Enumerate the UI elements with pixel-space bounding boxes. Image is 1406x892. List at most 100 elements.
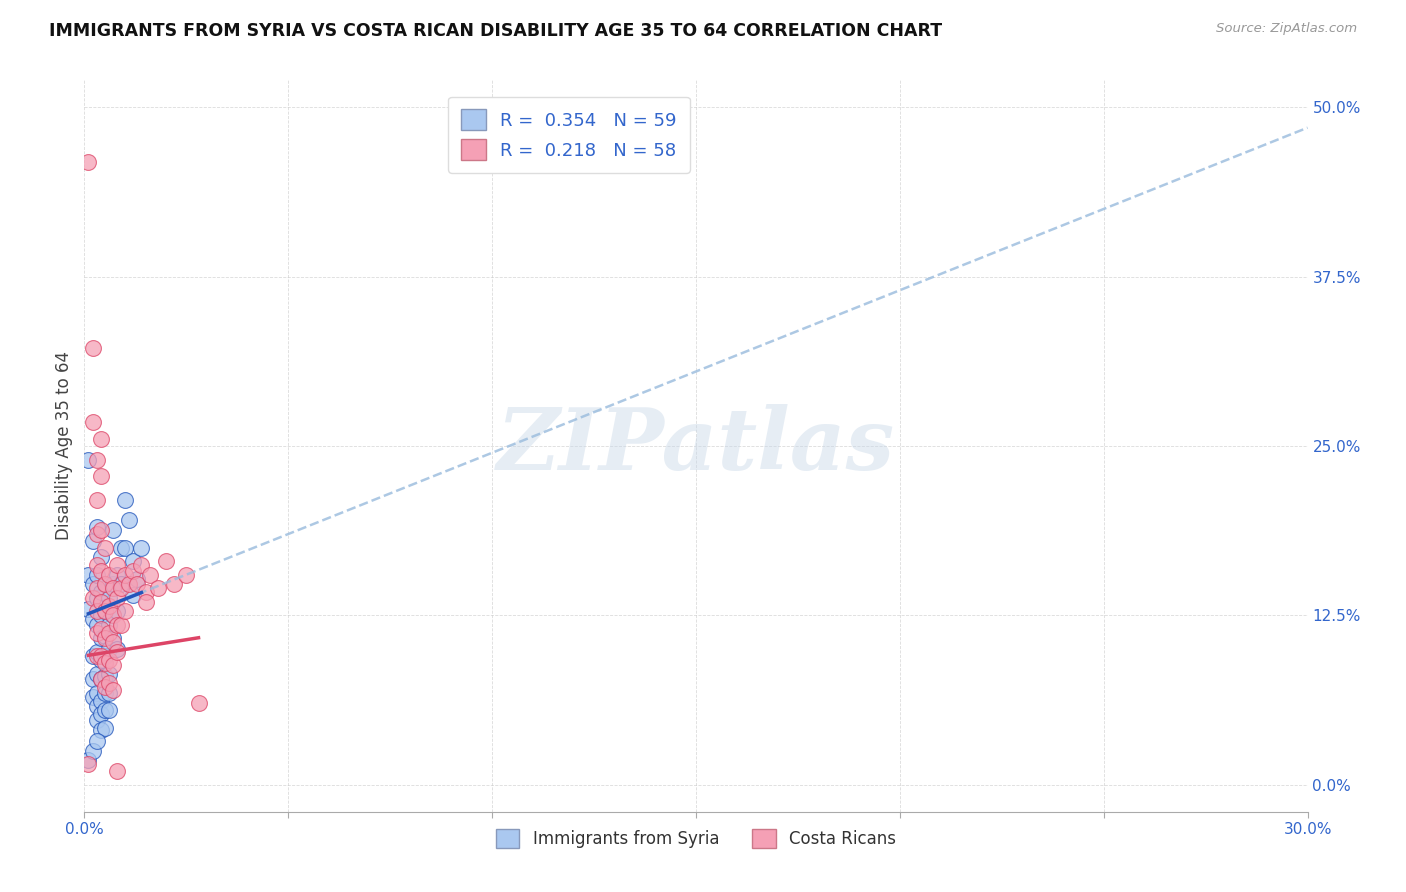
Point xyxy=(77,154,100,169)
Point xyxy=(97,642,120,657)
Point xyxy=(82,672,104,686)
Point xyxy=(110,581,132,595)
Point xyxy=(105,617,128,632)
Point xyxy=(86,567,108,582)
Y-axis label: Disability Age 35 to 64: Disability Age 35 to 64 xyxy=(55,351,73,541)
Point xyxy=(86,666,108,681)
Point xyxy=(82,690,104,704)
Point xyxy=(174,567,197,582)
Point xyxy=(86,645,108,659)
Point xyxy=(77,567,100,582)
Point xyxy=(93,680,115,694)
Point xyxy=(138,567,160,582)
Point xyxy=(101,577,124,591)
Point xyxy=(135,585,157,599)
Point xyxy=(118,514,141,528)
Point xyxy=(110,617,132,632)
Point xyxy=(86,558,108,573)
Point xyxy=(127,572,149,586)
Point xyxy=(114,541,136,555)
Point xyxy=(90,468,112,483)
Point xyxy=(131,558,153,573)
Point xyxy=(101,608,124,623)
Point xyxy=(105,567,128,582)
Point xyxy=(146,581,169,595)
Point xyxy=(110,541,132,555)
Point xyxy=(86,520,108,534)
Point xyxy=(93,577,115,591)
Point xyxy=(90,648,112,663)
Point xyxy=(82,533,104,548)
Text: IMMIGRANTS FROM SYRIA VS COSTA RICAN DISABILITY AGE 35 TO 64 CORRELATION CHART: IMMIGRANTS FROM SYRIA VS COSTA RICAN DIS… xyxy=(49,22,942,40)
Point xyxy=(93,541,115,555)
Point xyxy=(90,595,112,609)
Point xyxy=(97,626,120,640)
Point xyxy=(82,342,104,356)
Point xyxy=(90,564,112,578)
Point xyxy=(90,622,112,636)
Point xyxy=(86,734,108,748)
Point xyxy=(105,642,128,657)
Point xyxy=(90,672,112,686)
Point xyxy=(86,713,108,727)
Point xyxy=(155,554,177,568)
Point xyxy=(101,682,124,697)
Point xyxy=(93,685,115,699)
Point xyxy=(131,541,153,555)
Point xyxy=(97,666,120,681)
Point xyxy=(101,523,124,537)
Point xyxy=(82,612,104,626)
Point xyxy=(105,558,128,573)
Point xyxy=(90,672,112,686)
Point xyxy=(90,707,112,722)
Point xyxy=(86,626,108,640)
Point xyxy=(93,604,115,618)
Point xyxy=(86,604,108,618)
Point xyxy=(93,721,115,735)
Point xyxy=(82,744,104,758)
Point xyxy=(122,588,145,602)
Point xyxy=(93,703,115,717)
Point xyxy=(122,554,145,568)
Point xyxy=(101,581,124,595)
Point xyxy=(86,648,108,663)
Point xyxy=(93,577,115,591)
Point xyxy=(122,564,145,578)
Point xyxy=(90,723,112,738)
Point xyxy=(86,617,108,632)
Legend: Immigrants from Syria, Costa Ricans: Immigrants from Syria, Costa Ricans xyxy=(489,822,903,855)
Point xyxy=(77,757,100,772)
Point xyxy=(114,567,136,582)
Point xyxy=(101,608,124,623)
Point xyxy=(187,697,209,711)
Point xyxy=(82,591,104,605)
Point xyxy=(97,685,120,699)
Point xyxy=(90,585,112,599)
Point xyxy=(110,577,132,591)
Point xyxy=(90,608,112,623)
Point xyxy=(86,452,108,467)
Point xyxy=(93,604,115,618)
Point xyxy=(97,653,120,667)
Point xyxy=(114,604,136,618)
Point xyxy=(105,645,128,659)
Point xyxy=(90,653,112,667)
Point xyxy=(77,601,100,615)
Point xyxy=(105,591,128,605)
Point xyxy=(105,764,128,778)
Point xyxy=(86,527,108,541)
Point xyxy=(97,599,120,613)
Point xyxy=(97,703,120,717)
Point xyxy=(90,632,112,646)
Point xyxy=(101,635,124,649)
Point xyxy=(114,493,136,508)
Point xyxy=(90,693,112,707)
Point xyxy=(82,415,104,429)
Text: ZIPatlas: ZIPatlas xyxy=(496,404,896,488)
Point xyxy=(97,676,120,690)
Point xyxy=(86,685,108,699)
Point xyxy=(82,648,104,663)
Point xyxy=(97,591,120,605)
Point xyxy=(135,595,157,609)
Point xyxy=(97,567,120,582)
